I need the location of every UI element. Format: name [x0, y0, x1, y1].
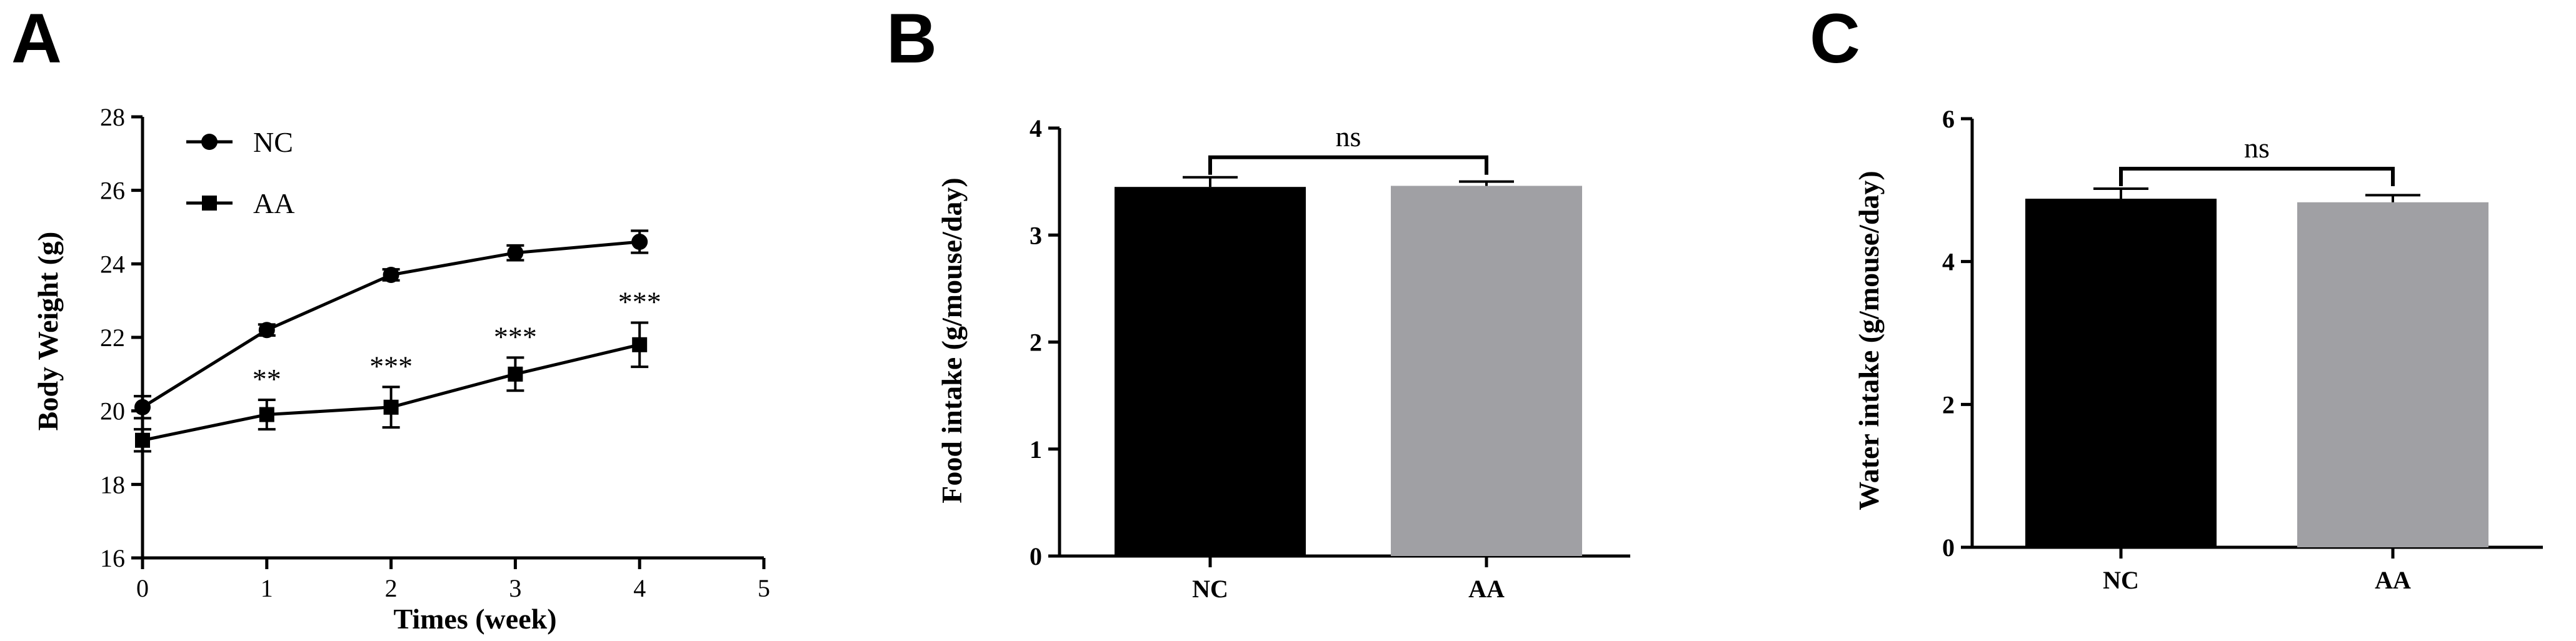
panel-a-point-aa	[259, 407, 274, 422]
panel-a-series-line-nc	[141, 240, 640, 409]
panel-c-x-tick-label: NC	[2103, 566, 2139, 594]
panel-a-x-axis-title: Times (week)	[393, 603, 556, 635]
panel-a-y-tick-label: 22	[100, 324, 125, 352]
panel-c: C 0 2 4 6 NC AA ns Water intake (g/mouse/day)	[1810, 0, 2543, 594]
panel-a-y-tick-label: 24	[100, 250, 125, 278]
panel-a-y-axis-title: Body Weight (g)	[32, 232, 64, 431]
panel-b-letter: B	[886, 0, 937, 77]
panel-c-y-tick-label: 4	[1942, 248, 1955, 276]
legend-label-nc: NC	[253, 126, 293, 158]
panel-a-point-nc	[258, 322, 275, 339]
panel-a-y-tick-label: 28	[100, 103, 125, 131]
panel-a-significance-label: ***	[618, 286, 661, 317]
panel-a-point-nc	[631, 234, 648, 251]
panel-a-significance-label: ***	[369, 350, 413, 382]
panel-a-point-aa	[632, 337, 648, 352]
panel-a-x-tick-label: 5	[758, 574, 770, 602]
panel-b-y-tick-label: 2	[1030, 329, 1042, 357]
panel-a-x-tick-label: 4	[633, 574, 646, 602]
panel-a-point-aa	[383, 399, 399, 415]
panel-a-point-nc	[134, 399, 151, 415]
legend-marker-nc	[201, 134, 218, 150]
panel-a-x-tick-label: 3	[509, 574, 521, 602]
panel-b-y-axis-title: Food intake (g/mouse/day)	[936, 177, 968, 503]
legend-marker-aa	[202, 196, 217, 211]
legend-label-aa: AA	[253, 187, 294, 219]
panel-b-marks: 0 1 2 3 4 NC AA ns	[1030, 114, 1630, 603]
panel-a-point-nc	[507, 244, 524, 261]
panel-c-y-axis-title: Water intake (g/mouse/day)	[1853, 171, 1885, 510]
panel-c-x-tick-label: AA	[2375, 566, 2411, 594]
panel-a-x-tick-label: 0	[136, 574, 149, 602]
panel-b: B 0 1 2 3 4 NC AA ns Food intake (g/mouse/day)	[886, 0, 1630, 603]
panel-a-y-tick-label: 26	[100, 177, 125, 205]
panel-c-bar-aa	[2297, 202, 2488, 547]
panel-b-significance-label: ns	[1336, 121, 1361, 152]
panel-b-y-tick-label: 3	[1030, 221, 1042, 249]
panel-b-x-tick-label: AA	[1468, 575, 1505, 603]
panel-b-significance-bracket	[1208, 155, 1488, 175]
panel-b-bar-aa	[1391, 186, 1582, 557]
panel-a-point-aa	[508, 366, 523, 382]
panel-c-significance-label: ns	[2244, 132, 2270, 164]
panel-a-significance-label: ***	[494, 320, 537, 352]
panel-c-y-tick-label: 2	[1942, 390, 1955, 419]
panel-a-x-tick-label: 2	[385, 574, 398, 602]
panel-b-y-tick-label: 1	[1030, 435, 1042, 464]
panel-a-y-tick-label: 20	[100, 397, 125, 425]
panel-b-y-tick-label: 0	[1030, 542, 1042, 570]
panel-b-y-tick-label: 4	[1030, 114, 1042, 142]
panel-a-x-tick-label: 1	[261, 574, 273, 602]
panel-a-point-aa	[135, 432, 150, 448]
panel-b-bar-nc	[1115, 187, 1306, 556]
panel-c-y-tick-label: 0	[1942, 534, 1955, 562]
panel-c-letter: C	[1810, 0, 1860, 77]
panel-a-letter: A	[11, 0, 62, 77]
panel-a-y-tick-label: 16	[100, 544, 125, 572]
panel-c-marks: 0 2 4 6 NC AA ns	[1942, 105, 2543, 594]
panel-b-x-tick-label: NC	[1192, 575, 1228, 603]
panel-c-significance-bracket	[2119, 167, 2395, 187]
panel-c-y-tick-label: 6	[1942, 105, 1955, 133]
panel-a-significance-label: **	[253, 363, 281, 395]
panel-a-point-nc	[383, 266, 399, 283]
panel-c-bar-nc	[2025, 199, 2217, 547]
panel-a-y-tick-label: 18	[100, 470, 125, 499]
